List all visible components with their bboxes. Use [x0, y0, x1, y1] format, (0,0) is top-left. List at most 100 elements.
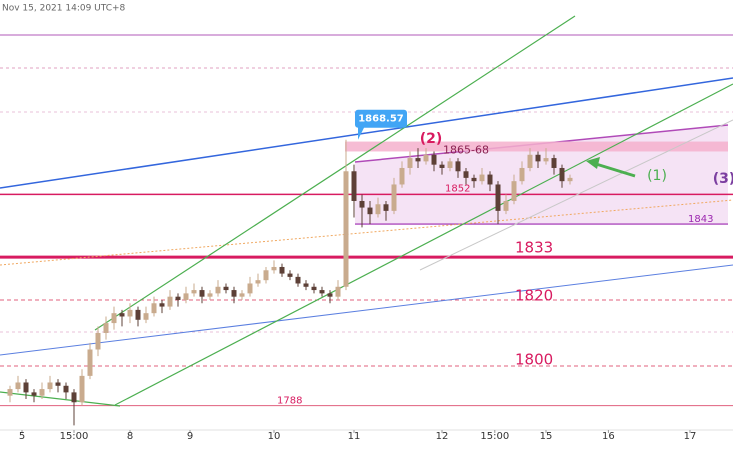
candle-body — [319, 290, 325, 294]
candle-body — [167, 296, 173, 307]
zone-label: 1865-68 — [443, 143, 489, 156]
x-tick-label: 17 — [684, 431, 697, 442]
candle-body — [487, 174, 493, 185]
arrow — [595, 162, 636, 178]
candle-body — [423, 154, 429, 162]
x-tick-label: 8 — [127, 431, 133, 442]
candle-body — [527, 154, 533, 168]
candle-body — [47, 382, 53, 390]
level-label: 1800 — [515, 350, 553, 368]
candle-body — [159, 303, 165, 307]
candle-body — [135, 309, 141, 320]
candle-body — [263, 270, 269, 281]
candle-body — [127, 309, 133, 317]
candle-body — [271, 266, 277, 271]
candle-body — [231, 290, 237, 297]
x-tick-label: 10 — [268, 431, 281, 442]
candle-body — [79, 375, 85, 403]
candle-body — [439, 164, 445, 168]
trend-line — [419, 119, 733, 271]
level-label: 1788 — [277, 396, 302, 407]
candle-body — [375, 204, 381, 215]
candle-body — [455, 161, 461, 172]
candle-body — [463, 171, 469, 178]
timestamp: Nov 15, 2021 14:09 UTC+8 — [2, 4, 126, 14]
candle-body — [551, 158, 557, 168]
candle-body — [567, 177, 573, 182]
candle-body — [183, 293, 189, 300]
candle-body — [55, 382, 61, 386]
candle-body — [7, 389, 13, 396]
candle-body — [343, 171, 349, 287]
candle-body — [303, 283, 309, 287]
candle-body — [175, 296, 181, 300]
candle-body — [431, 154, 437, 165]
candle-body — [407, 158, 413, 168]
channel-line — [0, 391, 121, 407]
wave-label: (2) — [420, 131, 443, 147]
candle-body — [327, 293, 333, 297]
candle-body — [191, 290, 197, 294]
candle-body — [359, 200, 365, 208]
candle-body — [351, 171, 357, 201]
candle-body — [367, 207, 373, 215]
candle-body — [295, 276, 301, 284]
candle-body — [255, 280, 261, 284]
x-tick-label: 12 — [436, 431, 449, 442]
level-label: 1820 — [515, 286, 553, 304]
candle-body — [391, 184, 397, 211]
wave-label: (1) — [647, 168, 667, 184]
candle-body — [535, 154, 541, 162]
candle-body — [415, 158, 421, 162]
candle-body — [479, 174, 485, 182]
candle-body — [15, 382, 21, 390]
candle-body — [39, 389, 45, 396]
x-tick-label: 15:00 — [480, 431, 509, 442]
x-tick-label: 5 — [19, 431, 25, 442]
candle-body — [311, 286, 317, 291]
level-label: 1833 — [515, 239, 553, 257]
trend-line — [0, 199, 733, 266]
candle-body — [503, 200, 509, 211]
candle-body — [223, 286, 229, 291]
candle-body — [215, 286, 221, 294]
arrow-head — [586, 157, 600, 169]
x-tick-label: 11 — [348, 431, 361, 442]
candle-body — [95, 332, 101, 350]
candle-body — [71, 392, 77, 403]
trend-line — [0, 264, 733, 356]
wave-label: (3) — [713, 171, 733, 187]
candle-body — [119, 313, 125, 317]
candle-body — [279, 266, 285, 274]
candle-body — [287, 273, 293, 277]
candle-body — [111, 313, 117, 324]
candle-body — [335, 286, 341, 297]
candle-body — [143, 313, 149, 320]
candle-body — [63, 385, 69, 393]
candle-body — [495, 184, 501, 211]
candle-body — [151, 303, 157, 314]
candle-body — [543, 158, 549, 162]
candle-body — [399, 167, 405, 185]
x-tick-label: 15:00 — [60, 431, 89, 442]
candle-body — [447, 161, 453, 168]
channel-line — [114, 83, 733, 406]
candle-body — [511, 181, 517, 201]
x-tick-label: 16 — [602, 431, 615, 442]
candle-body — [87, 349, 93, 376]
candle-body — [103, 323, 109, 333]
x-tick-label: 9 — [187, 431, 193, 442]
candle-body — [23, 382, 29, 393]
callout-box — [355, 109, 407, 140]
x-tick-label: 15 — [540, 431, 553, 442]
callout-label: 1868.57 — [358, 114, 404, 125]
trend-line — [0, 77, 733, 189]
candle-body — [559, 167, 565, 182]
candle-body — [239, 293, 245, 297]
zone — [345, 141, 728, 152]
candle-body — [207, 293, 213, 297]
candle-body — [247, 283, 253, 294]
candle-body — [519, 167, 525, 182]
candle-body — [199, 290, 205, 297]
